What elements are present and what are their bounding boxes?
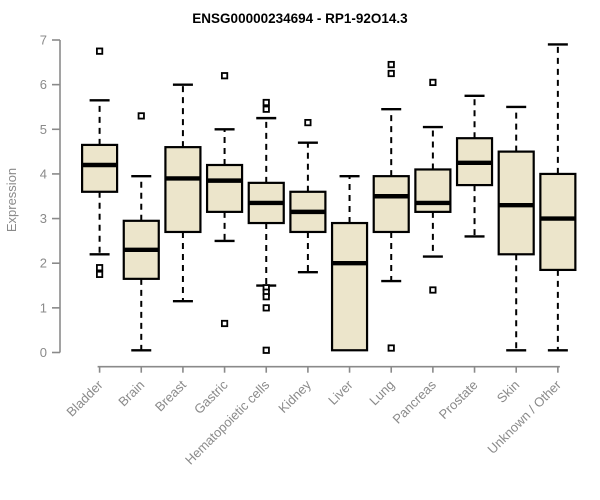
y-tick-label: 0 <box>40 345 47 360</box>
outlier-point <box>96 264 104 272</box>
x-tick-label: Bladder <box>63 377 106 420</box>
boxplot-hematopoietic-cells <box>247 98 285 354</box>
outlier-point <box>262 98 270 107</box>
boxplot-prostate <box>455 94 494 238</box>
x-tick-label: Lung <box>366 377 397 408</box>
outlier-point <box>429 286 437 294</box>
outlier-point <box>429 78 437 87</box>
outlier-point <box>137 112 145 120</box>
iqr-box <box>205 163 244 213</box>
iqr-box <box>497 150 535 256</box>
x-tick-label: Liver <box>325 377 356 408</box>
y-tick-label: 4 <box>40 166 47 181</box>
outlier-point <box>220 319 229 328</box>
x-tick-label: Breast <box>152 377 189 414</box>
x-tick-label: Gastric <box>191 377 231 417</box>
y-axis-title: Expression <box>4 168 19 232</box>
outlier-point <box>387 60 395 69</box>
chart-title: ENSG00000234694 - RP1-92O14.3 <box>192 11 408 26</box>
x-tick-label: Prostate <box>436 377 481 422</box>
y-tick-label: 7 <box>40 33 47 48</box>
iqr-box <box>372 175 410 234</box>
iqr-box <box>164 146 202 234</box>
outlier-point <box>262 293 270 301</box>
outlier-point <box>387 344 395 352</box>
x-tick-label: Unknown / Other <box>484 377 564 457</box>
boxplot-gastric <box>205 72 244 328</box>
y-tick-label: 5 <box>40 122 47 137</box>
y-tick-label: 3 <box>40 211 47 226</box>
y-tick-label: 2 <box>40 256 47 271</box>
boxplot-skin <box>497 105 535 352</box>
boxplot-brain <box>122 112 160 352</box>
boxplot-kidney <box>289 118 327 274</box>
boxplot-breast <box>164 83 202 303</box>
x-tick-label: Pancreas <box>390 377 440 427</box>
outlier-point <box>96 47 104 55</box>
outlier-point <box>387 69 395 78</box>
y-tick-label: 6 <box>40 77 47 92</box>
boxplot-liver <box>330 174 369 352</box>
boxplot-unknown-other <box>539 43 577 352</box>
boxplot-lung <box>372 60 410 352</box>
boxplot-bladder <box>80 47 119 278</box>
x-tick-label: Skin <box>494 377 522 405</box>
x-tick-label: Brain <box>115 377 147 409</box>
outlier-point <box>220 72 229 80</box>
y-axis: 0 1 2 3 4 5 6 7 <box>40 33 61 360</box>
outlier-point <box>262 346 270 354</box>
x-tick-label: Kidney <box>275 377 314 416</box>
y-tick-label: 1 <box>40 300 47 315</box>
iqr-box <box>414 168 452 213</box>
outlier-point <box>262 105 270 113</box>
iqr-box <box>330 221 369 352</box>
outlier-point <box>262 304 270 312</box>
boxplot-pancreas <box>414 78 452 294</box>
outlier-point <box>304 118 312 127</box>
iqr-box <box>80 143 119 193</box>
iqr-box <box>539 172 577 272</box>
outlier-point <box>96 270 104 278</box>
